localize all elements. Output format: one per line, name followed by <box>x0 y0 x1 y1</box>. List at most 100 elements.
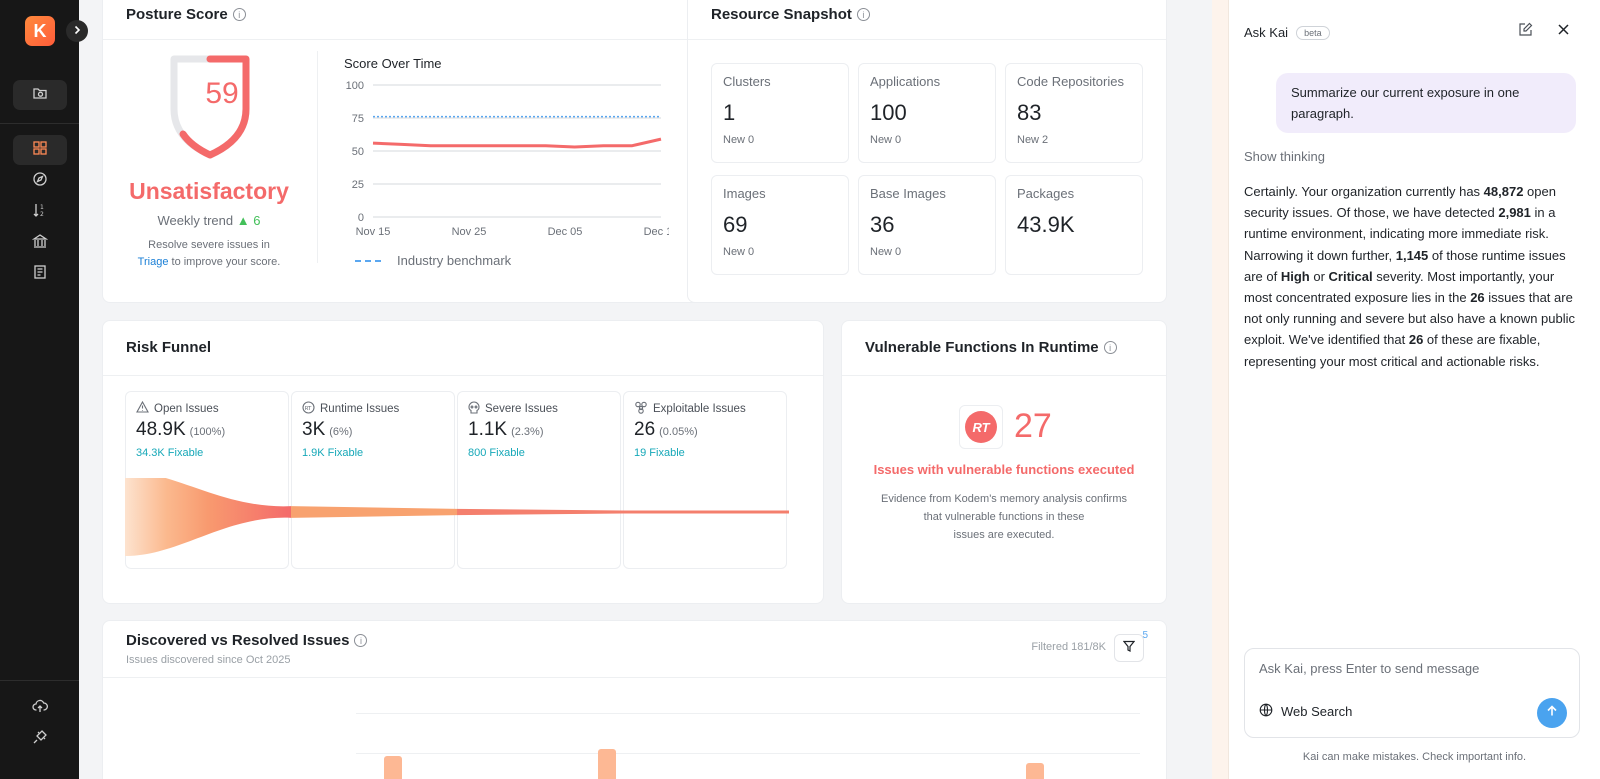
resource-tile-applications[interactable]: Applications 100 New 0 <box>858 63 996 163</box>
filter-button[interactable] <box>1114 634 1144 662</box>
vf-desc-line: issues are executed. <box>953 529 1055 541</box>
explore-nav-button[interactable] <box>13 166 67 196</box>
folder-camera-icon <box>32 85 48 106</box>
triage-link[interactable]: Triage <box>137 256 169 268</box>
y-tick-label: 50 <box>352 146 364 158</box>
legend-benchmark-swatch <box>355 259 381 262</box>
tile-value: 83 <box>1017 100 1042 125</box>
discovered-resolved-title: Discovered vs Resolved Issues i <box>126 632 368 649</box>
web-search-label: Web Search <box>1281 704 1353 719</box>
ask-kai-header: Ask Kai beta <box>1244 25 1330 40</box>
funnel-stage-exploitable-issues[interactable]: Exploitable Issues 26 (0.05%) 19 Fixable <box>623 391 787 569</box>
resource-tile-code-repositories[interactable]: Code Repositories 83 New 2 <box>1005 63 1143 163</box>
tile-label: Base Images <box>870 186 946 201</box>
funnel-stage-runtime-issues[interactable]: RT Runtime Issues 3K (6%) 1.9K Fixable <box>291 391 455 569</box>
chart-bar[interactable] <box>384 756 402 779</box>
score-line[interactable] <box>372 137 662 149</box>
chat-input[interactable]: Ask Kai, press Enter to send message <box>1259 661 1480 676</box>
funnel-segment-open <box>125 478 291 556</box>
reports-nav-button[interactable] <box>13 259 67 289</box>
integrations-nav-button[interactable] <box>13 724 67 754</box>
funnel-segment-1 <box>291 506 457 518</box>
resource-tile-packages[interactable]: Packages 43.9K <box>1005 175 1143 275</box>
funnel-stage-severe-issues[interactable]: Severe Issues 1.1K (2.3%) 800 Fixable <box>457 391 621 569</box>
funnel-stage-fixable[interactable]: 34.3K Fixable <box>136 447 204 459</box>
tile-label: Code Repositories <box>1017 74 1124 89</box>
answer-text: of these are fixable, representing your … <box>1244 332 1541 369</box>
answer-text: of those runtime issues are of <box>1244 247 1566 284</box>
sidebar-divider-bottom <box>0 680 79 681</box>
resource-tile-clusters[interactable]: Clusters 1 New 0 <box>711 63 849 163</box>
funnel-stage-header: Exploitable Issues <box>634 401 746 417</box>
close-chat-button[interactable] <box>1553 22 1573 42</box>
weekly-trend: Weekly trend ▲ 6 <box>125 213 293 228</box>
score-over-time-chart: 0 25 50 75 100 Nov 15 Nov 25 Dec 05 Dec 14 <box>346 81 669 238</box>
y-tick-label: 25 <box>352 179 364 191</box>
info-icon[interactable]: i <box>232 8 246 21</box>
answer-highlight: 26 <box>1470 290 1485 306</box>
x-tick-label: Dec 14 <box>644 226 669 238</box>
chart-legend: Industry benchmark <box>355 253 511 268</box>
chart-bar[interactable] <box>1026 763 1044 779</box>
tile-value: 100 <box>870 100 907 125</box>
vf-desc-line: that vulnerable functions in these <box>923 511 1085 523</box>
upload-nav-button[interactable] <box>13 693 67 723</box>
plug-icon <box>32 729 48 750</box>
sidebar-divider <box>0 123 79 124</box>
answer-text: in a runtime environment, indicating mor… <box>1244 205 1556 263</box>
report-icon <box>32 264 48 285</box>
tile-new: New 0 <box>723 246 755 258</box>
gridline <box>356 753 1140 754</box>
web-search-toggle[interactable]: Web Search <box>1259 703 1352 720</box>
projects-nav-button[interactable] <box>13 80 67 110</box>
show-thinking-toggle[interactable]: Show thinking <box>1244 149 1325 164</box>
answer-highlight: 1,145 <box>1395 247 1429 263</box>
x-tick-label: Dec 05 <box>548 226 583 238</box>
ask-kai-panel: Ask Kai beta Summarize our current expos… <box>1228 0 1600 779</box>
send-button[interactable] <box>1537 698 1567 728</box>
funnel-stage-value: 48.9K <box>136 419 186 440</box>
funnel-stage-fixable[interactable]: 19 Fixable <box>634 447 685 459</box>
score-over-time-title: Score Over Time <box>344 56 442 71</box>
kodem-logo[interactable]: K <box>25 16 55 46</box>
funnel-stage-fixable[interactable]: 800 Fixable <box>468 447 525 459</box>
answer-text: severity. Most importantly, your most co… <box>1244 268 1555 306</box>
resource-snapshot-title-text: Resource Snapshot <box>711 6 852 23</box>
dashboard-nav-button[interactable] <box>13 135 67 165</box>
answer-text: issues that are not only running and sev… <box>1244 290 1575 348</box>
vulnerable-functions-count[interactable]: 27 <box>1014 407 1052 445</box>
answer-text: open security issues. Of those, we have … <box>1244 184 1556 221</box>
runtime-badge-label: RT <box>965 411 997 443</box>
vulnerable-functions-description: Evidence from Kodem's memory analysis co… <box>872 490 1136 544</box>
compliance-nav-button[interactable] <box>13 228 67 258</box>
chat-composer[interactable]: Ask Kai, press Enter to send message Web… <box>1244 648 1580 738</box>
tile-new: New 2 <box>1017 134 1049 146</box>
expand-sidebar-button[interactable] <box>66 20 88 42</box>
new-chat-button[interactable] <box>1515 22 1535 42</box>
vulnerable-functions-title: Vulnerable Functions In Runtime i <box>865 339 1117 356</box>
chart-bar[interactable] <box>598 749 616 779</box>
funnel-stage-value-row: 1.1K (2.3%) <box>468 419 544 441</box>
skull-icon <box>468 401 480 417</box>
tile-new: New 0 <box>723 134 755 146</box>
info-icon[interactable]: i <box>856 8 870 21</box>
funnel-stage-percent: (2.3%) <box>511 426 544 438</box>
resource-tile-base-images[interactable]: Base Images 36 New 0 <box>858 175 996 275</box>
dashboard-icon <box>32 140 48 161</box>
warning-icon <box>136 400 149 416</box>
risk-funnel-title: Risk Funnel <box>126 339 212 356</box>
info-icon[interactable]: i <box>354 634 368 647</box>
weekly-trend-label: Weekly trend <box>157 213 234 228</box>
beta-badge: beta <box>1296 25 1330 40</box>
posture-score-card: Posture Score i 59 Unsatisfactory Weekly… <box>102 0 763 303</box>
cloud-upload-icon <box>32 698 48 719</box>
main-content: Posture Score i 59 Unsatisfactory Weekly… <box>79 0 1212 779</box>
funnel-segment-2 <box>457 508 623 516</box>
resource-tile-images[interactable]: Images 69 New 0 <box>711 175 849 275</box>
info-icon[interactable]: i <box>1103 341 1117 354</box>
funnel-stage-fixable[interactable]: 1.9K Fixable <box>302 447 364 459</box>
edit-icon <box>1518 22 1533 42</box>
resolve-hint: Resolve severe issues in Triage to impro… <box>125 237 293 271</box>
